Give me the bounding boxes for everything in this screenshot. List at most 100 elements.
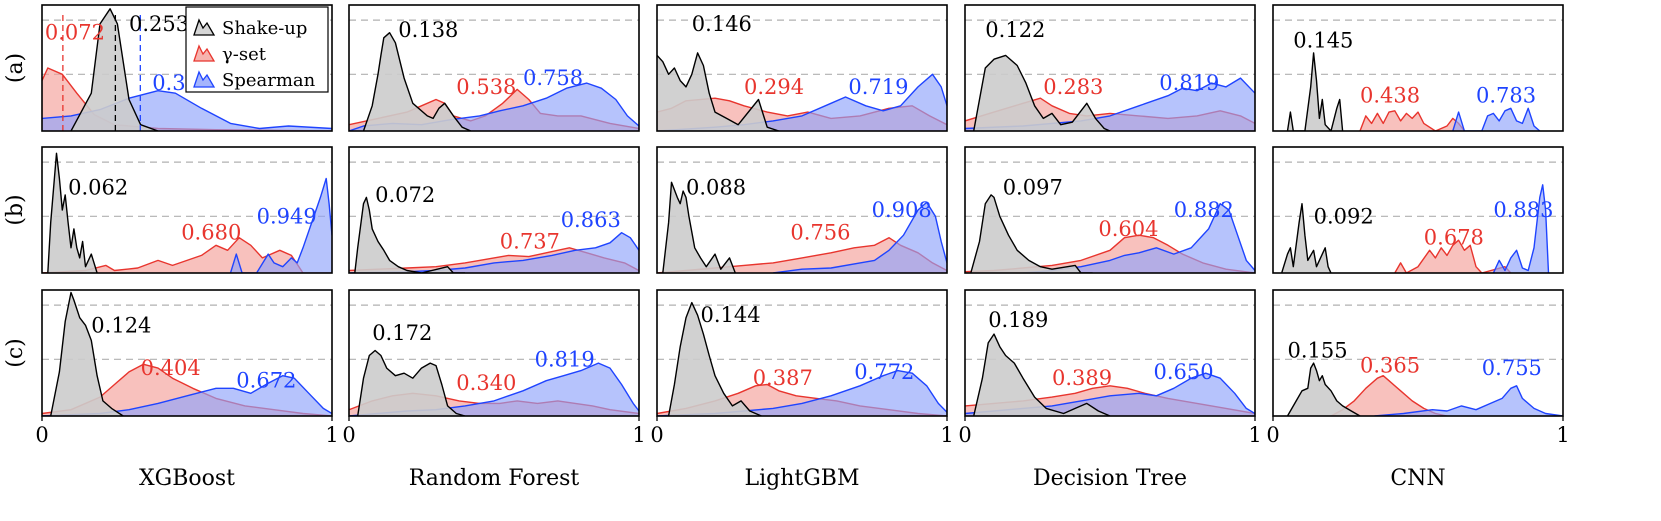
panel-frame (348, 146, 640, 274)
shake-density-fill (1281, 203, 1331, 273)
gamma-density-fill (1394, 240, 1511, 273)
spear-value-label: 0.650 (1154, 360, 1214, 384)
spear-density-line (772, 201, 947, 273)
legend-label-spear: Spearman (222, 70, 316, 91)
x-tick-label: 1 (632, 423, 645, 447)
gamma-density-fill (42, 364, 332, 416)
spear-density-fill (965, 78, 1255, 131)
shake-density-fill (50, 292, 124, 416)
legend-swatch-shake (193, 18, 216, 36)
panel-plot-area (965, 54, 1255, 131)
spear-value-label: 0.883 (1493, 198, 1553, 222)
row-label: (b) (3, 194, 28, 225)
legend: Shake-up γ-set Spearman (185, 6, 329, 93)
gamma-value-label: 0.283 (1043, 75, 1103, 99)
spear-value-label: 0.882 (1174, 198, 1234, 222)
panel-c-cnn: 0.155 0.365 0.755 (1272, 289, 1564, 417)
shake-value-label: 0.097 (1003, 175, 1063, 199)
shake-value-label: 0.072 (375, 183, 435, 207)
panel-frame (1272, 146, 1564, 274)
panel-frame (348, 289, 640, 417)
spear-density-line (229, 177, 332, 273)
panel-plot-area (1286, 362, 1563, 416)
shake-density-line (70, 8, 159, 131)
spear-density-fill (1493, 184, 1549, 273)
panel-c-decision-tree: 0.189 0.389 0.650 (964, 289, 1256, 417)
shake-density-line (1281, 203, 1332, 273)
gamma-value-label: 0.072 (45, 21, 105, 45)
shake-value-label: 0.172 (372, 321, 432, 345)
shake-density-line (973, 54, 1111, 131)
spear-value-label: 0.772 (854, 360, 914, 384)
shake-density-line (667, 301, 762, 416)
panel-plot-area (657, 52, 947, 131)
spear-value-label: 0.783 (1476, 84, 1536, 108)
gamma-value-label: 0.389 (1052, 366, 1112, 390)
x-tick-label: 0 (342, 423, 355, 447)
panel-c-lightgbm: 0.144 0.387 0.772 (656, 289, 948, 417)
legend-swatch-gamma (193, 44, 216, 62)
gamma-density-fill (42, 237, 332, 273)
panel-frame (348, 4, 640, 132)
shake-density-line (970, 194, 1093, 273)
shake-density-line (1286, 52, 1344, 131)
panel-frame (41, 4, 333, 132)
panel-plot-area (42, 8, 332, 131)
x-tick-label: 1 (940, 423, 953, 447)
shake-value-label: 0.189 (988, 308, 1048, 332)
panel-frame (1272, 4, 1564, 132)
shake-density-line (657, 52, 780, 131)
gamma-value-label: 0.737 (500, 230, 560, 254)
spear-density-line (1374, 385, 1563, 416)
shake-density-line (357, 349, 466, 416)
spear-density-fill (1374, 385, 1563, 416)
panel-b-lightgbm: 0.088 0.756 0.908 (656, 146, 948, 274)
shake-value-label: 0.092 (1314, 204, 1374, 228)
gamma-value-label: 0.387 (753, 366, 813, 390)
gamma-density-fill (1360, 110, 1465, 131)
spear-value-label: 0.758 (523, 66, 583, 90)
panel-frame (1272, 289, 1564, 417)
shake-density-fill (357, 350, 465, 416)
model-title: Decision Tree (1033, 466, 1187, 491)
spear-density-line (42, 375, 332, 416)
shake-density-line (662, 181, 736, 273)
shake-density-fill (973, 334, 1110, 416)
panel-c-random-forest: 0.172 0.340 0.819 (348, 289, 640, 417)
gamma-value-label: 0.680 (181, 221, 241, 245)
panel-a-decision-tree: 0.122 0.283 0.819 (964, 4, 1256, 132)
panel-plot-area (965, 333, 1255, 416)
panel-plot-area (42, 152, 332, 273)
panel-frame (964, 4, 1256, 132)
gamma-value-label: 0.678 (1424, 226, 1484, 250)
spear-density-fill (657, 74, 947, 131)
gamma-value-label: 0.340 (456, 371, 516, 395)
gamma-density-fill (1331, 375, 1447, 416)
panel-frame (964, 289, 1256, 417)
shake-density-line (973, 333, 1111, 416)
gamma-value-label: 0.756 (790, 221, 850, 245)
model-title: XGBoost (139, 466, 235, 491)
panel-a-cnn: 0.145 0.438 0.783 (1272, 4, 1564, 132)
shake-density-fill (973, 55, 1110, 131)
model-title: LightGBM (744, 466, 859, 491)
gamma-value-label: 0.365 (1360, 354, 1420, 378)
shake-density-fill (970, 194, 1093, 273)
spear-density-fill (773, 202, 947, 273)
gamma-density-line (1394, 239, 1512, 273)
legend-swatch-spear (193, 70, 216, 88)
shake-value-label: 0.145 (1293, 28, 1353, 52)
shake-density-fill (47, 153, 98, 273)
shake-density-fill (1287, 52, 1343, 131)
panel-plot-area (349, 349, 639, 416)
x-tick-label: 0 (958, 423, 971, 447)
shake-density-line (1286, 362, 1361, 416)
shake-density-line (47, 152, 98, 273)
x-tick-label: 1 (1248, 423, 1261, 447)
spear-density-fill (1023, 203, 1255, 273)
panel-frame (656, 146, 948, 274)
shake-value-label: 0.146 (692, 12, 752, 36)
